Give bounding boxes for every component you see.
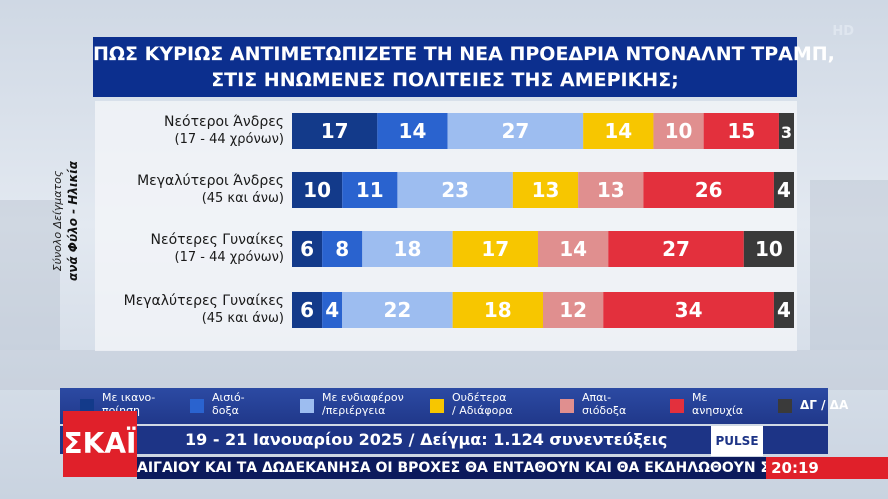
bar-segment bbox=[362, 231, 453, 267]
row-label-sub: (17 - 44 χρόνων) bbox=[174, 250, 284, 265]
bar-value-label: 34 bbox=[675, 298, 703, 322]
legend-swatch bbox=[300, 399, 314, 413]
bar-value-label: 4 bbox=[777, 178, 791, 202]
bar-segment bbox=[583, 113, 654, 149]
bar-segment bbox=[608, 231, 744, 267]
legend-label: Απαι-σιόδοξα bbox=[582, 391, 627, 417]
bar-segment bbox=[377, 113, 448, 149]
row-label-name: Νεότερες Γυναίκες bbox=[150, 232, 284, 248]
chart-title: ΠΩΣ ΚΥΡΙΩΣ ΑΝΤΙΜΕΤΩΠΙΖΕΤΕ ΤΗ ΝΕΑ ΠΡΟΕΔΡΙ… bbox=[93, 37, 835, 97]
bar-segment bbox=[322, 292, 343, 328]
footer-bar: 19 - 21 Ιανουαρίου 2025 / Δείγμα: 1.124 … bbox=[60, 426, 828, 454]
bar-value-label: 14 bbox=[559, 237, 587, 261]
legend-swatch bbox=[778, 399, 792, 413]
bar-segment bbox=[603, 292, 774, 328]
bar-segment bbox=[578, 172, 644, 208]
bar-value-label: 14 bbox=[399, 119, 427, 143]
legend-label: Αισιό-δοξα bbox=[212, 391, 245, 417]
bar-segment bbox=[703, 113, 779, 149]
legend-label: Με ενδιαφέρον/περιέργεια bbox=[322, 391, 404, 417]
bar-value-label: 12 bbox=[559, 298, 587, 322]
row-label-name: Νεότεροι Άνδρες bbox=[164, 114, 284, 130]
row-label-name: Μεγαλύτεροι Άνδρες bbox=[137, 173, 284, 189]
title-line-1: ΠΩΣ ΚΥΡΙΩΣ ΑΝΤΙΜΕΤΩΠΙΖΕΤΕ ΤΗ ΝΕΑ ΠΡΟΕΔΡΙ… bbox=[93, 43, 835, 65]
bar-segment bbox=[292, 292, 323, 328]
bar-value-label: 18 bbox=[484, 298, 512, 322]
bar-segment bbox=[397, 172, 513, 208]
bar-segment bbox=[292, 172, 343, 208]
bar-segment bbox=[743, 231, 794, 267]
legend-swatch bbox=[190, 399, 204, 413]
row-label-name: Μεγαλύτερες Γυναίκες bbox=[123, 293, 284, 309]
row-label: Μεγαλύτεροι Άνδρες (45 και άνω) bbox=[88, 173, 284, 207]
bar-segment bbox=[543, 292, 604, 328]
skai-logo: ΣΚΑΪ bbox=[63, 411, 137, 477]
bar-value-label: 6 bbox=[300, 298, 314, 322]
bar-segment bbox=[537, 231, 609, 267]
title-line-2: ΣΤΙΣ ΗΝΩΜΕΝΕΣ ΠΟΛΙΤΕΙΕΣ ΤΗΣ ΑΜΕΡΙΚΗΣ; bbox=[211, 69, 679, 91]
news-ticker: ΑΙΓΑΙΟΥ ΚΑΙ ΤΑ ΔΩΔΕΚΑΝΗΣΑ ΟΙ ΒΡΟΧΕΣ ΘΑ Ε… bbox=[137, 457, 766, 479]
bar-value-label: 26 bbox=[695, 178, 723, 202]
bar-value-label: 15 bbox=[727, 119, 755, 143]
bar-segment bbox=[292, 231, 323, 267]
row-label: Μεγαλύτερες Γυναίκες (45 και άνω) bbox=[88, 293, 284, 327]
bar-segment bbox=[512, 172, 579, 208]
pulse-logo: PULSE bbox=[711, 426, 763, 456]
bar-value-label: 6 bbox=[300, 237, 314, 261]
bar-value-label: 17 bbox=[481, 237, 509, 261]
bar-value-label: 10 bbox=[665, 119, 693, 143]
bar-value-label: 4 bbox=[325, 298, 339, 322]
row-label-sub: (45 και άνω) bbox=[201, 191, 284, 206]
bar-value-label: 8 bbox=[335, 237, 349, 261]
row-label: Νεότεροι Άνδρες (17 - 44 χρόνων) bbox=[88, 114, 284, 148]
ticker-accent bbox=[824, 457, 888, 479]
bar-value-label: 27 bbox=[501, 119, 529, 143]
bar-value-label: 10 bbox=[755, 237, 783, 261]
legend-swatch bbox=[670, 399, 684, 413]
bar-segment bbox=[342, 292, 453, 328]
bar-value-label: 4 bbox=[777, 298, 791, 322]
survey-info: 19 - 21 Ιανουαρίου 2025 / Δείγμα: 1.124 … bbox=[185, 430, 668, 449]
side-label-line-1: Σύνολο Δείγματος bbox=[51, 170, 64, 271]
legend-swatch bbox=[430, 399, 444, 413]
side-label-line-2: ανά Φύλο - Ηλικία bbox=[66, 160, 80, 281]
bar-value-label: 3 bbox=[781, 123, 792, 142]
legend-swatch bbox=[80, 399, 94, 413]
bar-segment bbox=[773, 292, 794, 328]
legend-label: Με ανησυχία bbox=[692, 391, 744, 417]
bar-value-label: 17 bbox=[321, 119, 349, 143]
bar-value-label: 22 bbox=[383, 298, 411, 322]
legend-label: ΔΓ / ΔΑ bbox=[800, 398, 849, 412]
row-label-sub: (17 - 44 χρόνων) bbox=[174, 132, 284, 147]
bar-value-label: 13 bbox=[597, 178, 625, 202]
bar-value-label: 14 bbox=[604, 119, 632, 143]
bar-segment bbox=[342, 172, 398, 208]
bar-value-label: 11 bbox=[356, 178, 384, 202]
bar-segment bbox=[292, 113, 378, 149]
bar-value-label: 13 bbox=[532, 178, 560, 202]
bar-value-label: 18 bbox=[394, 237, 422, 261]
clock: 20:19 bbox=[766, 457, 824, 479]
bar-value-label: 27 bbox=[662, 237, 690, 261]
bar-segment bbox=[653, 113, 704, 149]
bar-segment bbox=[322, 231, 363, 267]
hd-watermark: HD bbox=[832, 24, 854, 39]
bar-segment bbox=[452, 292, 543, 328]
bar-segment bbox=[452, 231, 538, 267]
row-label: Νεότερες Γυναίκες (17 - 44 χρόνων) bbox=[88, 232, 284, 266]
side-label: Σύνολο Δείγματος ανά Φύλο - Ηλικία bbox=[51, 160, 80, 281]
bar-segment bbox=[643, 172, 774, 208]
bar-value-label: 10 bbox=[303, 178, 331, 202]
bar-segment bbox=[778, 113, 794, 149]
bar-segment bbox=[773, 172, 794, 208]
bar-segment bbox=[447, 113, 584, 149]
bar-value-label: 23 bbox=[441, 178, 469, 202]
legend-label: Ουδέτερα / Αδιάφορα bbox=[452, 391, 513, 417]
row-label-sub: (45 και άνω) bbox=[201, 311, 284, 326]
legend-swatch bbox=[560, 399, 574, 413]
